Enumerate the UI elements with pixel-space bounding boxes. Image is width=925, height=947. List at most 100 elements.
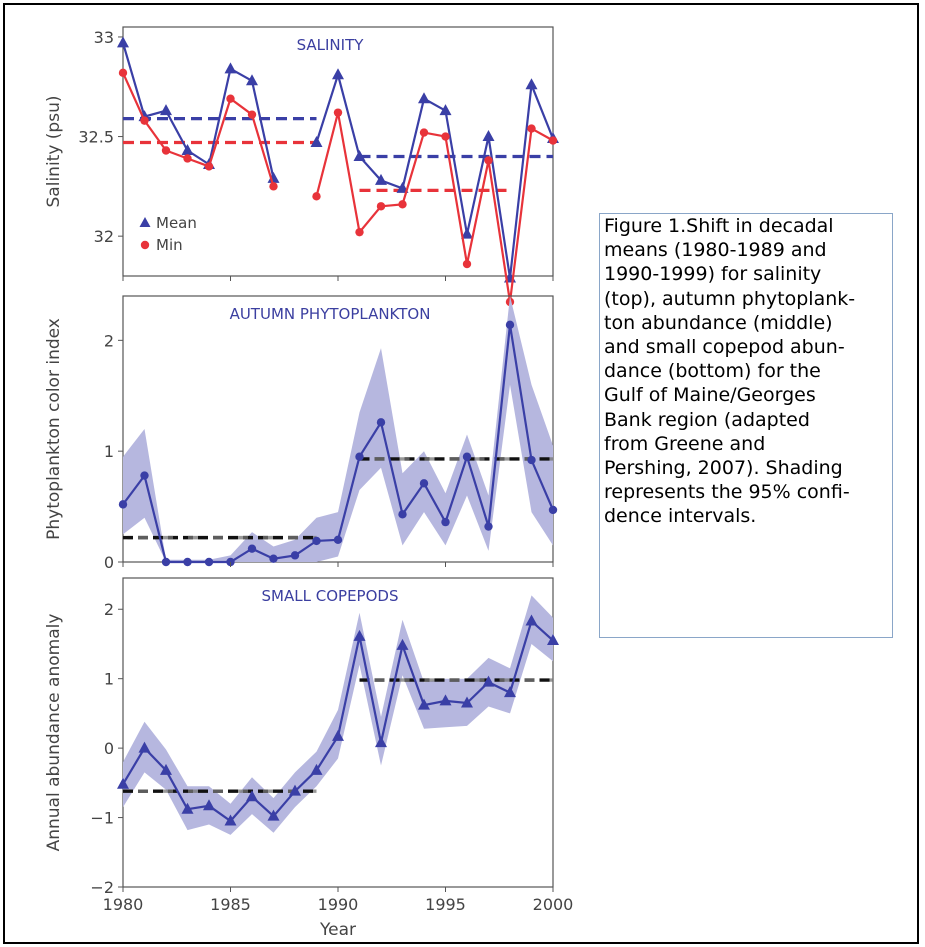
data-point [504,686,516,698]
panel-title: AUTUMN PHYTOPLANKTON [230,305,431,323]
data-point [461,227,473,239]
panel-1 [117,26,559,307]
y-axis-label: Salinity (psu) [44,96,64,208]
legend-label: Mean [156,214,197,232]
data-point [310,763,323,775]
panel-title: SALINITY [297,36,365,54]
y-tick-label: 0 [104,553,114,572]
data-point [118,68,128,78]
data-point [396,181,409,193]
data-point [482,130,495,142]
y-tick-label: −2 [90,878,114,897]
data-point [441,517,450,527]
data-point [140,471,149,480]
data-point [161,557,171,567]
data-point [247,110,257,119]
y-tick-label: 32 [94,227,114,246]
panel-2 [118,295,558,567]
data-point [484,522,493,531]
data-point [525,614,538,626]
data-point [375,173,387,185]
data-point [462,452,472,461]
panel-title: SMALL COPEPODS [262,587,399,605]
y-axis-label: Annual abundance anomaly [44,614,64,852]
y-tick-label: 2 [104,600,114,619]
data-point [246,74,258,86]
data-point [547,633,559,645]
panel-3 [117,577,559,892]
data-point [224,62,237,74]
data-point [353,149,366,161]
data-point [355,452,364,461]
data-point [181,802,194,814]
data-point [398,200,407,209]
data-point [289,784,301,796]
figure-caption: Figure 1.Shift in decadal means (1980-19… [604,215,856,528]
y-tick-label: −1 [90,809,114,828]
data-point [332,68,344,80]
data-point [527,455,536,465]
data-point [203,799,215,811]
y-tick-label: 32.5 [78,128,114,147]
series-line [121,72,275,187]
confidence-band [123,296,553,562]
data-point [333,535,343,545]
data-point [204,557,214,567]
data-point [140,116,149,125]
y-tick-label: 2 [104,331,114,350]
data-point [269,182,278,191]
data-point [484,156,493,165]
data-point [355,227,364,237]
y-tick-label: 1 [104,670,114,689]
data-point [160,104,172,116]
data-point [160,763,172,775]
data-point [439,104,452,116]
data-point [439,694,452,706]
data-point [482,675,495,687]
data-point [117,777,129,789]
data-point [269,554,278,563]
data-point [418,698,430,710]
data-point [441,132,450,141]
data-point [312,536,321,546]
data-point [527,124,536,133]
data-point [548,136,558,145]
y-tick-label: 0 [104,739,114,758]
data-point [525,78,538,90]
data-point [461,696,473,708]
data-point [226,94,235,103]
data-point [548,505,558,515]
data-point [376,418,386,427]
data-point [118,500,128,509]
data-point [462,259,472,269]
data-point [375,736,387,748]
data-point [117,36,129,48]
data-point [419,479,429,488]
x-tick-label: 1980 [103,895,144,914]
data-point [183,557,192,567]
data-point [204,162,214,171]
x-tick-label: 1985 [210,895,251,914]
data-point [353,629,366,641]
data-point [419,128,429,137]
data-point [396,638,409,650]
x-tick-label: 1990 [318,895,359,914]
data-point [267,809,280,821]
y-tick-label: 33 [94,28,114,47]
y-tick-label: 1 [104,442,114,461]
x-tick-label: 2000 [533,895,574,914]
x-tick-label: 1995 [425,895,466,914]
series-line [315,70,555,279]
y-axis-label: Phytoplankton color index [44,318,64,540]
legend-marker [140,240,150,250]
x-axis-label: Year [319,920,356,940]
data-point [183,154,192,163]
data-point [418,92,430,104]
data-point [310,136,323,148]
series-line [315,112,554,303]
figure-frame: 32 32.5 33 SALINITY Salinity (psu) Mean Min 0 1 2… [3,3,919,944]
data-point [181,144,194,156]
data-point [138,741,151,753]
data-point [505,320,515,330]
data-point [333,108,343,117]
